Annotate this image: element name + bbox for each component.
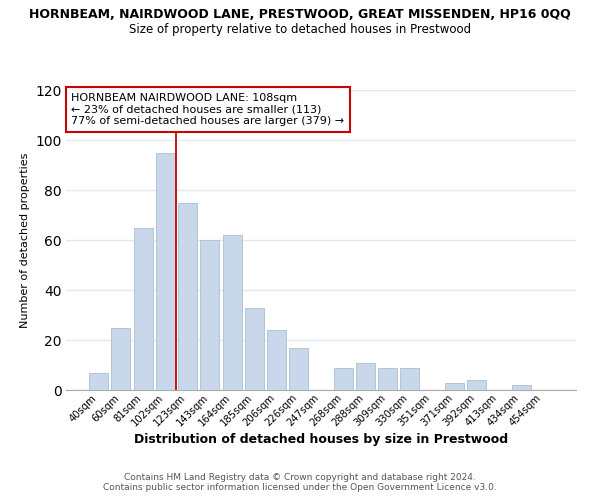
Text: Contains public sector information licensed under the Open Government Licence v3: Contains public sector information licen… [103, 484, 497, 492]
Bar [267, 330, 286, 390]
Bar [356, 362, 375, 390]
Bar [467, 380, 486, 390]
Text: Size of property relative to detached houses in Prestwood: Size of property relative to detached ho… [129, 22, 471, 36]
Bar [445, 382, 464, 390]
Bar [378, 368, 397, 390]
Text: HORNBEAM, NAIRDWOOD LANE, PRESTWOOD, GREAT MISSENDEN, HP16 0QQ: HORNBEAM, NAIRDWOOD LANE, PRESTWOOD, GRE… [29, 8, 571, 20]
Bar [289, 348, 308, 390]
Bar [134, 228, 152, 390]
Bar [223, 235, 242, 390]
Bar [156, 152, 175, 390]
Bar [334, 368, 353, 390]
Text: HORNBEAM NAIRDWOOD LANE: 108sqm
← 23% of detached houses are smaller (113)
77% o: HORNBEAM NAIRDWOOD LANE: 108sqm ← 23% of… [71, 93, 344, 126]
Bar [245, 308, 264, 390]
Bar [512, 385, 530, 390]
Bar [400, 368, 419, 390]
Bar [89, 372, 108, 390]
Bar [178, 202, 197, 390]
Bar [200, 240, 219, 390]
Text: Contains HM Land Registry data © Crown copyright and database right 2024.: Contains HM Land Registry data © Crown c… [124, 472, 476, 482]
Text: Distribution of detached houses by size in Prestwood: Distribution of detached houses by size … [134, 432, 508, 446]
Y-axis label: Number of detached properties: Number of detached properties [20, 152, 30, 328]
Bar [112, 328, 130, 390]
